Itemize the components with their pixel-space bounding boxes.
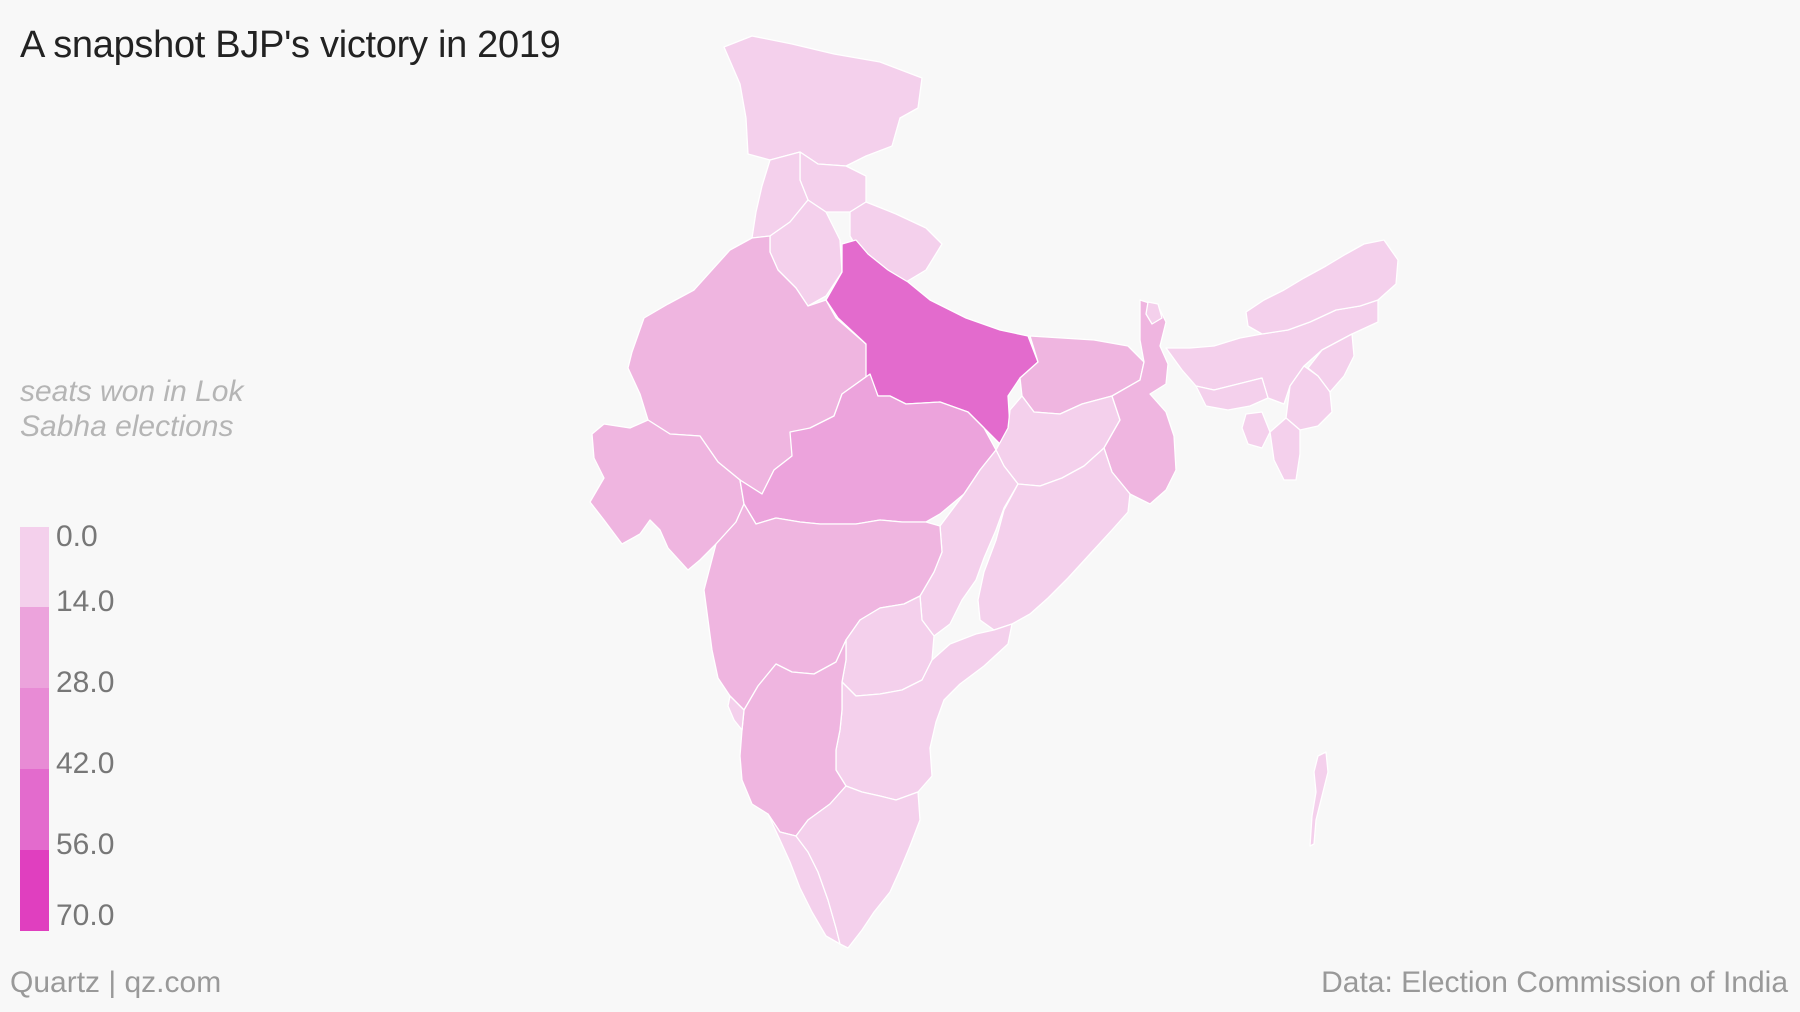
region-mizoram <box>1269 417 1301 481</box>
chart-title: A snapshot BJP's victory in 2019 <box>20 24 561 66</box>
region-arunachal-pradesh <box>1245 239 1399 335</box>
legend-title: seats won in Lok Sabha elections <box>20 375 244 443</box>
legend-tick-label: 56.0 <box>56 828 115 861</box>
legend-tick-label: 28.0 <box>56 666 115 699</box>
region-sikkim <box>1145 301 1163 325</box>
legend-swatch <box>20 607 49 688</box>
source-note: Data: Election Commission of India <box>1321 966 1788 999</box>
region-tamil-nadu <box>795 785 921 949</box>
region-madhya-pradesh <box>739 373 997 525</box>
legend-swatch <box>20 850 49 931</box>
region-andaman-nicobar <box>1309 751 1329 847</box>
legend-swatch <box>20 527 49 607</box>
legend-tick-label: 14.0 <box>56 585 115 618</box>
legend-tick-label: 70.0 <box>56 899 115 932</box>
region-goa <box>727 695 745 731</box>
legend-swatch <box>20 769 49 850</box>
region-tripura <box>1241 411 1271 449</box>
legend-tick-label: 0.0 <box>56 520 98 553</box>
region-west-bengal <box>1103 299 1177 505</box>
region-meghalaya <box>1195 377 1269 411</box>
region-odisha <box>977 447 1131 631</box>
region-karnataka <box>739 639 847 837</box>
legend-tick-label: 42.0 <box>56 747 115 780</box>
legend-swatch <box>20 688 49 769</box>
region-gujarat <box>589 419 745 571</box>
legend-color-bar <box>20 527 49 931</box>
region-jammu-kashmir <box>723 35 923 167</box>
credit: Quartz | qz.com <box>10 966 222 999</box>
